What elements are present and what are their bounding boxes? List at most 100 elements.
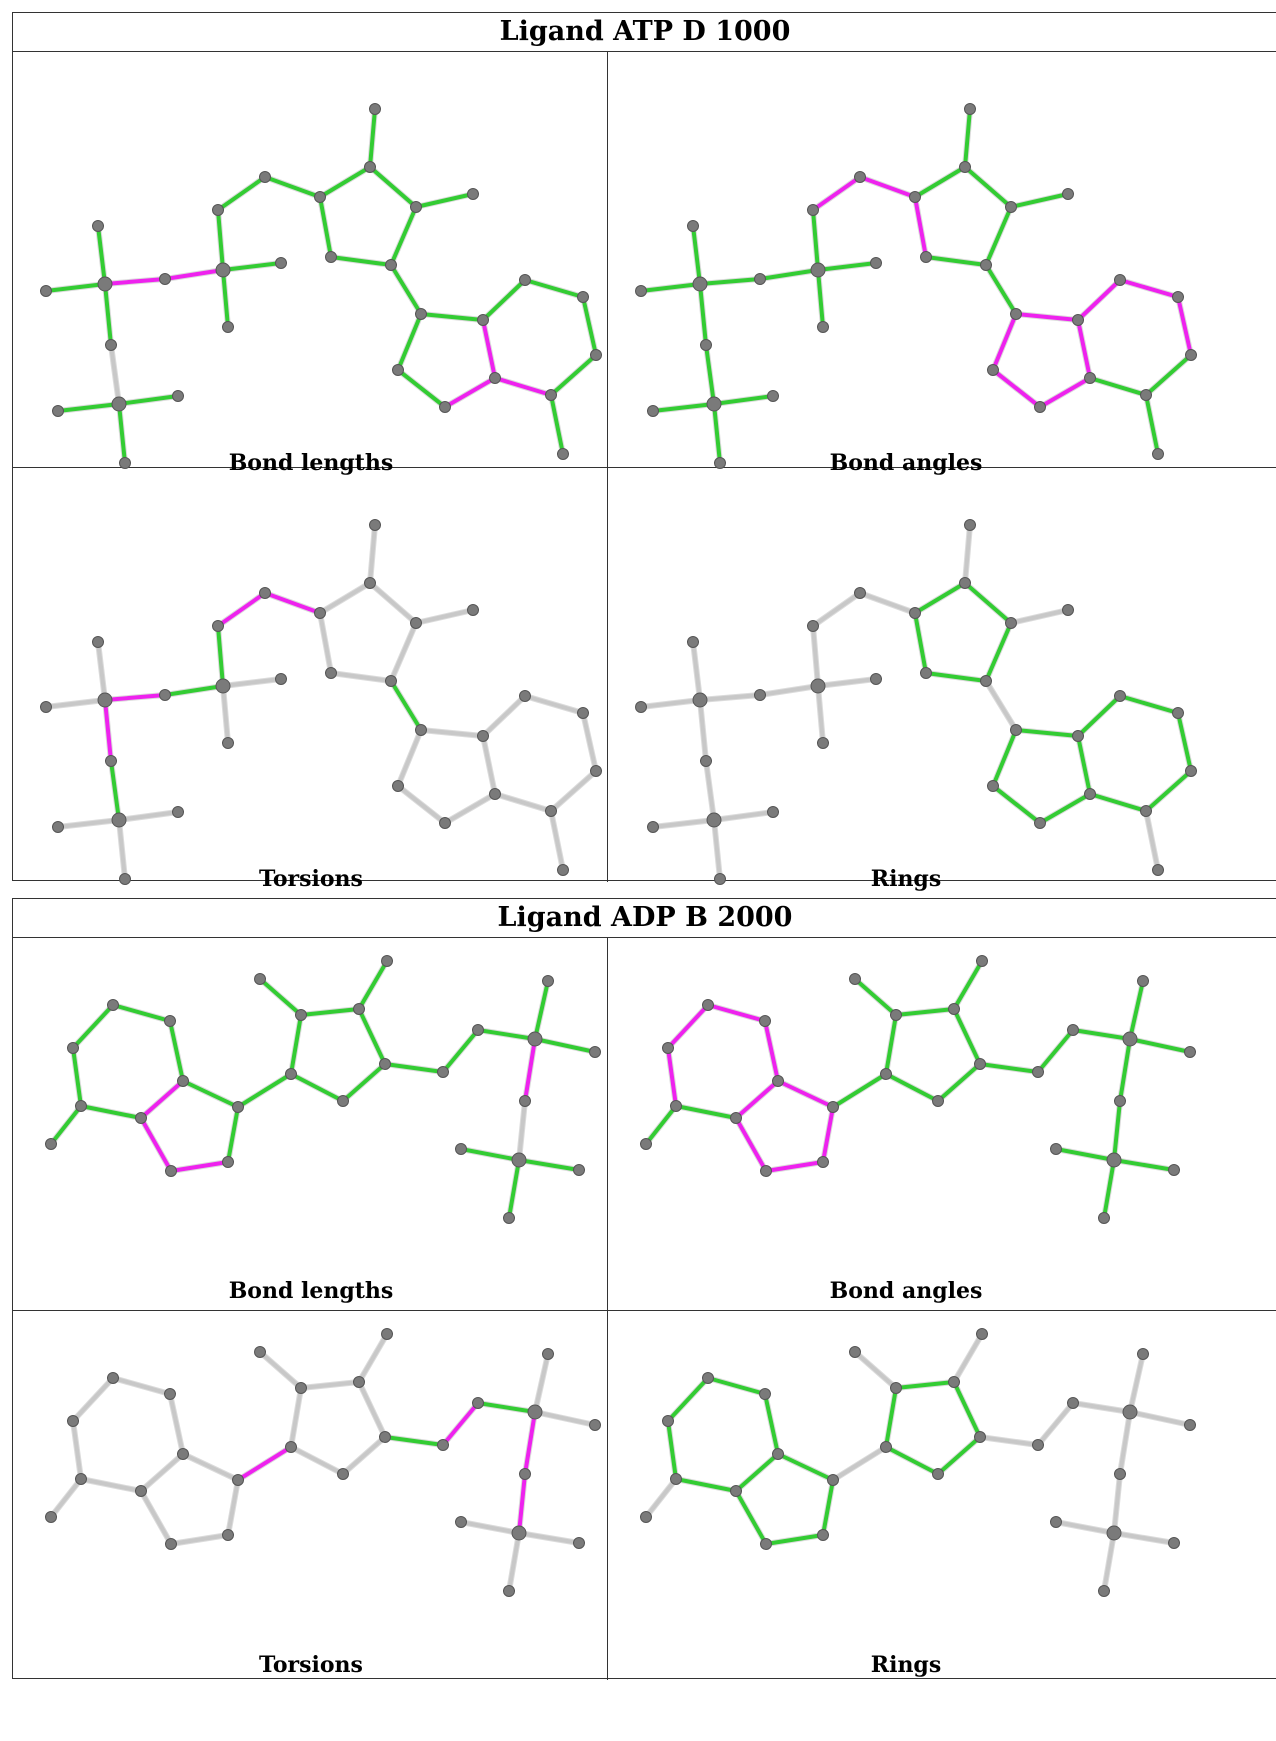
bond-pB-pM <box>523 1037 537 1103</box>
atom-pO3 <box>700 755 712 767</box>
bond-b1-b2 <box>111 1003 172 1023</box>
atom-pA <box>97 276 113 292</box>
atom-b3 <box>590 349 602 361</box>
panel-torsions: Torsions <box>13 468 609 898</box>
atom-b5 <box>75 1473 87 1485</box>
bond-pO3-pG <box>704 343 716 406</box>
atom-r4 <box>974 1058 986 1070</box>
panel-rings: Rings <box>608 468 1204 898</box>
panel-caption: Bond angles <box>829 450 983 476</box>
atom-rO2 <box>467 604 479 616</box>
atom-r3 <box>410 617 422 629</box>
bond-b4-b5 <box>549 393 565 456</box>
atom-r4 <box>385 259 397 271</box>
bond-pA-pO3 <box>698 698 708 763</box>
atom-b6 <box>662 1415 674 1427</box>
bond-pG-pL <box>459 1520 521 1535</box>
atom-r2 <box>959 161 971 173</box>
atom-c5 <box>1032 1066 1044 1078</box>
atom-r4 <box>980 259 992 271</box>
bond-a2-a3 <box>169 1533 230 1546</box>
atom-pO <box>1067 1024 1079 1036</box>
bond-r3-rO2 <box>1009 608 1070 625</box>
atom-pT <box>542 1348 554 1360</box>
atom-b1 <box>1114 274 1126 286</box>
bond-b3-b4 <box>139 1079 185 1120</box>
bond-a2-a3 <box>481 318 497 380</box>
bond-b2-b3 <box>581 295 598 357</box>
atom-r2 <box>364 577 376 589</box>
bond-pO-pB <box>1071 1028 1132 1041</box>
bond-pB-pO5 <box>816 268 825 329</box>
bond-pB-pM <box>1118 1410 1132 1476</box>
bond-b2-b3 <box>763 1019 780 1083</box>
bond-b5-b6 <box>71 1046 83 1108</box>
atom-pB <box>215 262 231 278</box>
atom-pO9 <box>714 457 726 469</box>
bond-b4-a3 <box>493 376 553 397</box>
bond-pG-pO7 <box>651 402 716 413</box>
bond-a3-b4 <box>139 1116 173 1173</box>
bond-pB-pR <box>1128 1037 1192 1054</box>
atom-pD <box>1098 1212 1110 1224</box>
bond-pB-pT <box>1128 979 1145 1041</box>
bond-b4-a3 <box>493 792 553 813</box>
bond-b3-b4 <box>549 769 598 813</box>
bond-c5-pO <box>1036 1028 1075 1074</box>
atom-pO4 <box>870 673 882 685</box>
atom-pA <box>97 692 113 708</box>
bond-pO-pB <box>476 1401 537 1414</box>
atom-pO <box>1067 1397 1079 1409</box>
atom-c5 <box>1032 1439 1044 1451</box>
bond-a3-b4 <box>734 1116 768 1173</box>
bond-pB-pO4 <box>221 261 283 272</box>
bond-r3-r4 <box>389 205 418 267</box>
bond-r2-rO1 <box>853 977 898 1017</box>
bond-r3-rO2 <box>414 608 475 625</box>
atom-b2 <box>759 1015 771 1027</box>
atom-c5 <box>259 587 271 599</box>
bond-a1-r1 <box>831 1445 888 1482</box>
atom-b4 <box>545 389 557 401</box>
atom-b2 <box>759 1388 771 1400</box>
atom-b5 <box>75 1100 87 1112</box>
bond-b6-b1 <box>71 1003 115 1050</box>
atom-r4 <box>379 1058 391 1070</box>
bond-b6-b1 <box>666 1003 710 1050</box>
bond-pG-pR2 <box>517 1158 581 1172</box>
atom-r1 <box>880 1068 892 1080</box>
bond-pG-pO8 <box>117 394 180 406</box>
bond-b2-b3 <box>1176 295 1193 357</box>
atom-pO8 <box>767 390 779 402</box>
atom-b3 <box>1185 765 1197 777</box>
bond-r4-a1 <box>389 263 423 316</box>
atom-r2 <box>890 1009 902 1021</box>
atom-b1 <box>107 1372 119 1384</box>
molecule-diagram <box>45 955 601 1224</box>
atom-b5 <box>557 864 569 876</box>
bond-a3-a4 <box>443 376 497 409</box>
atom-b2 <box>1172 291 1184 303</box>
bond-r2-r3 <box>963 581 1013 625</box>
bond-r3-rO2 <box>357 1332 389 1384</box>
bond-pG-pR2 <box>1112 1158 1176 1172</box>
bond-pG-pO9 <box>712 402 722 465</box>
bond-pO-pB <box>1071 1401 1132 1414</box>
atom-a4 <box>439 817 451 829</box>
bond-b2-b3 <box>168 1392 185 1456</box>
atom-pL <box>455 1516 467 1528</box>
atom-pT <box>1137 975 1149 987</box>
bond-a3-b4 <box>139 1489 173 1546</box>
atom-rO <box>964 519 976 531</box>
bond-pB-pO6 <box>216 208 225 272</box>
bond-pG-pO8 <box>117 810 180 822</box>
bond-r4-r5 <box>936 1062 982 1103</box>
atom-b4 <box>1140 805 1152 817</box>
bond-r4-r5 <box>924 671 988 683</box>
atom-r5 <box>337 1468 349 1480</box>
bond-a4-a5 <box>991 784 1042 825</box>
atom-a2 <box>222 1156 234 1168</box>
atom-bCl <box>45 1138 57 1150</box>
atom-pO3 <box>700 339 712 351</box>
bond-a1-a2 <box>1014 728 1080 738</box>
